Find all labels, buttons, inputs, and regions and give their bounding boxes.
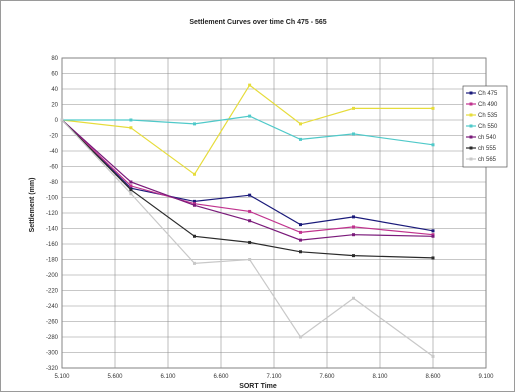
legend-label: ch 540 <box>478 135 497 141</box>
data-point <box>299 250 302 254</box>
legend-marker <box>469 113 473 117</box>
grid <box>61 57 487 369</box>
data-point <box>352 296 355 300</box>
data-point <box>299 223 302 227</box>
y-tick-label: 0 <box>55 118 59 124</box>
x-tick-label: 5.100 <box>54 374 70 380</box>
data-point <box>431 234 435 238</box>
y-tick-label: -200 <box>46 273 59 279</box>
series-group <box>60 83 435 358</box>
y-tick-label: 60 <box>51 72 58 78</box>
y-tick-label: -280 <box>46 335 59 341</box>
legend-marker <box>469 146 473 150</box>
data-point <box>352 254 355 258</box>
y-tick-label: -220 <box>46 289 59 295</box>
data-point <box>431 106 435 110</box>
data-point <box>248 83 252 87</box>
y-tick-label: -100 <box>46 196 59 202</box>
legend-label: ch 565 <box>478 157 497 163</box>
y-axis-title: Settlement (mm) <box>29 178 36 233</box>
data-point <box>129 126 133 130</box>
y-tick-label: -300 <box>46 351 59 357</box>
y-tick-label: 80 <box>51 56 58 62</box>
data-point <box>431 256 435 260</box>
data-point <box>352 132 355 136</box>
y-tick-label: -160 <box>46 242 59 248</box>
data-point <box>129 186 133 190</box>
data-point <box>193 234 196 238</box>
y-tick-label: 40 <box>51 87 58 93</box>
y-tick-label: -120 <box>46 211 59 217</box>
legend: Ch 475 Ch 490 Ch 535 Ch 550 ch 540 ch 555 ch 5… <box>462 85 508 168</box>
data-point <box>129 192 133 196</box>
data-point <box>352 233 355 237</box>
data-point <box>248 193 252 197</box>
chart-title: Settlement Curves over time Ch 475 - 565 <box>189 19 326 26</box>
data-point <box>352 106 355 110</box>
data-point <box>299 137 302 141</box>
data-point <box>299 230 302 234</box>
legend-marker <box>469 91 473 95</box>
y-tick-label: -180 <box>46 258 59 264</box>
data-point <box>248 240 252 244</box>
x-tick-label: 5.600 <box>107 374 123 380</box>
data-point <box>248 114 252 118</box>
legend-label: Ch 475 <box>478 91 498 97</box>
legend-marker <box>469 135 473 139</box>
data-point <box>193 261 196 265</box>
series-7 <box>60 118 435 358</box>
legend-marker <box>469 157 473 161</box>
data-point <box>129 184 133 188</box>
legend-marker <box>469 124 473 128</box>
data-point <box>193 202 196 206</box>
data-point <box>129 118 133 122</box>
x-tick-label: 8.600 <box>425 374 441 380</box>
x-tick-label: 6.100 <box>160 374 176 380</box>
data-point <box>193 172 196 176</box>
data-point <box>299 238 302 242</box>
x-tick-label: 7.600 <box>319 374 335 380</box>
x-tick-label: 6.600 <box>213 374 229 380</box>
data-point <box>352 215 355 219</box>
data-point <box>248 258 252 261</box>
legend-marker <box>469 102 473 106</box>
data-point <box>193 199 196 203</box>
axes: 80 60 40 20 0 -20 -40 -60 -80 -100 -120 -140 -160 -18… <box>46 56 494 380</box>
data-point <box>431 143 435 147</box>
y-tick-label: -320 <box>46 366 59 372</box>
data-point <box>431 354 435 358</box>
legend-label: Ch 535 <box>478 113 498 119</box>
legend-label: ch 555 <box>478 146 497 152</box>
data-point <box>129 180 133 184</box>
data-point <box>299 122 302 126</box>
y-tick-label: -140 <box>46 227 59 233</box>
data-point <box>248 219 252 223</box>
y-tick-label: -20 <box>49 134 58 140</box>
data-point <box>193 122 196 126</box>
x-tick-label: 7.100 <box>266 374 282 380</box>
x-tick-label: 9.100 <box>478 374 494 380</box>
y-tick-label: -80 <box>49 180 58 186</box>
data-point <box>60 118 64 122</box>
y-tick-label: -240 <box>46 304 59 310</box>
data-point <box>129 188 133 192</box>
x-tick-label: 8.100 <box>372 374 388 380</box>
data-point <box>299 335 302 339</box>
data-point <box>193 203 196 207</box>
data-point <box>248 209 252 213</box>
legend-label: Ch 490 <box>478 102 498 108</box>
y-tick-label: -60 <box>49 165 58 171</box>
data-point <box>352 225 355 229</box>
data-point <box>431 233 435 237</box>
y-tick-label: 20 <box>51 103 58 109</box>
y-tick-label: -40 <box>49 149 58 155</box>
data-point <box>431 229 435 233</box>
y-tick-label: -260 <box>46 320 59 326</box>
x-axis-title: SORT Time <box>239 383 277 390</box>
legend-label: Ch 550 <box>478 124 498 130</box>
